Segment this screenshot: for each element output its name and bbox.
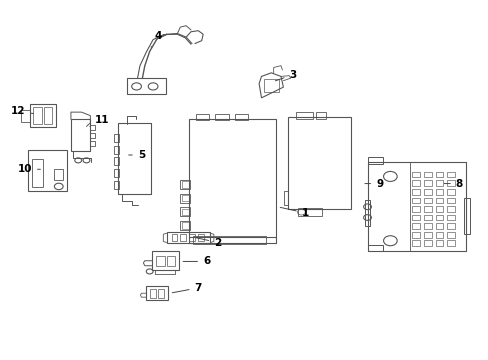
Bar	[463, 198, 469, 234]
Bar	[152, 251, 179, 270]
Bar	[435, 189, 443, 195]
Bar	[196, 113, 209, 120]
Bar	[114, 134, 119, 142]
Bar	[365, 200, 369, 226]
Text: 1: 1	[280, 207, 308, 218]
Bar	[423, 240, 431, 246]
Bar	[114, 169, 119, 177]
Bar	[182, 222, 188, 229]
Bar	[368, 245, 382, 251]
Bar	[435, 172, 443, 177]
Bar	[234, 113, 248, 120]
Bar	[198, 234, 203, 241]
Bar	[447, 223, 454, 229]
Bar	[447, 232, 454, 238]
Bar	[297, 208, 322, 216]
Bar	[435, 180, 443, 186]
Bar	[114, 146, 119, 154]
Bar	[158, 289, 164, 298]
Bar	[368, 162, 465, 251]
Bar	[114, 157, 119, 165]
Bar	[447, 215, 454, 220]
Bar	[149, 289, 156, 298]
Bar	[126, 78, 165, 94]
Text: 3: 3	[275, 69, 296, 81]
Bar	[411, 232, 419, 238]
Bar	[287, 117, 351, 208]
Bar	[435, 198, 443, 203]
Bar	[180, 221, 190, 230]
Bar	[28, 150, 67, 191]
Bar	[21, 111, 30, 122]
Bar	[180, 234, 186, 241]
Bar	[447, 240, 454, 246]
Bar	[423, 180, 431, 186]
Bar	[447, 198, 454, 203]
Bar	[411, 223, 419, 229]
Bar	[54, 169, 62, 180]
Bar	[411, 198, 419, 203]
Bar	[435, 240, 443, 246]
Bar	[423, 215, 431, 220]
Text: 10: 10	[18, 164, 41, 174]
Bar	[264, 79, 278, 93]
Bar	[171, 234, 177, 241]
Text: 11: 11	[90, 115, 109, 126]
Bar	[411, 206, 419, 212]
Bar	[33, 108, 41, 123]
Bar	[71, 119, 90, 152]
Bar	[180, 194, 190, 203]
Bar	[423, 206, 431, 212]
Bar	[180, 207, 190, 216]
Bar	[30, 104, 56, 127]
Bar	[182, 208, 188, 215]
Bar	[189, 234, 195, 241]
Bar	[368, 157, 382, 164]
Text: 5: 5	[128, 150, 145, 160]
Bar	[411, 180, 419, 186]
Bar	[423, 223, 431, 229]
Bar	[316, 112, 325, 118]
Bar	[166, 256, 175, 266]
Bar	[188, 119, 276, 237]
Bar	[423, 232, 431, 238]
Bar	[146, 286, 168, 300]
Bar	[447, 180, 454, 186]
Bar	[435, 223, 443, 229]
Text: 4: 4	[151, 31, 162, 47]
Bar	[182, 181, 188, 188]
Bar	[447, 172, 454, 177]
Bar	[447, 206, 454, 212]
Bar	[447, 189, 454, 195]
Bar	[435, 232, 443, 238]
Bar	[32, 158, 42, 187]
Bar	[118, 123, 151, 194]
Bar	[435, 215, 443, 220]
Text: 2: 2	[196, 238, 221, 248]
Bar	[295, 112, 312, 118]
Bar	[423, 198, 431, 203]
Bar	[114, 181, 119, 189]
Text: 6: 6	[183, 256, 210, 266]
Text: 12: 12	[11, 107, 33, 116]
Bar	[435, 206, 443, 212]
Bar	[180, 180, 190, 189]
Bar	[156, 256, 164, 266]
Text: 9: 9	[364, 179, 383, 189]
Bar	[423, 189, 431, 195]
Bar	[411, 240, 419, 246]
Text: 8: 8	[443, 179, 462, 189]
Bar	[411, 189, 419, 195]
Bar	[193, 237, 266, 244]
Text: 7: 7	[172, 283, 202, 293]
Bar	[166, 232, 210, 243]
Bar	[411, 172, 419, 177]
Bar	[411, 215, 419, 220]
Bar	[423, 172, 431, 177]
Bar	[43, 108, 52, 123]
Bar	[215, 113, 228, 120]
Bar	[182, 195, 188, 202]
